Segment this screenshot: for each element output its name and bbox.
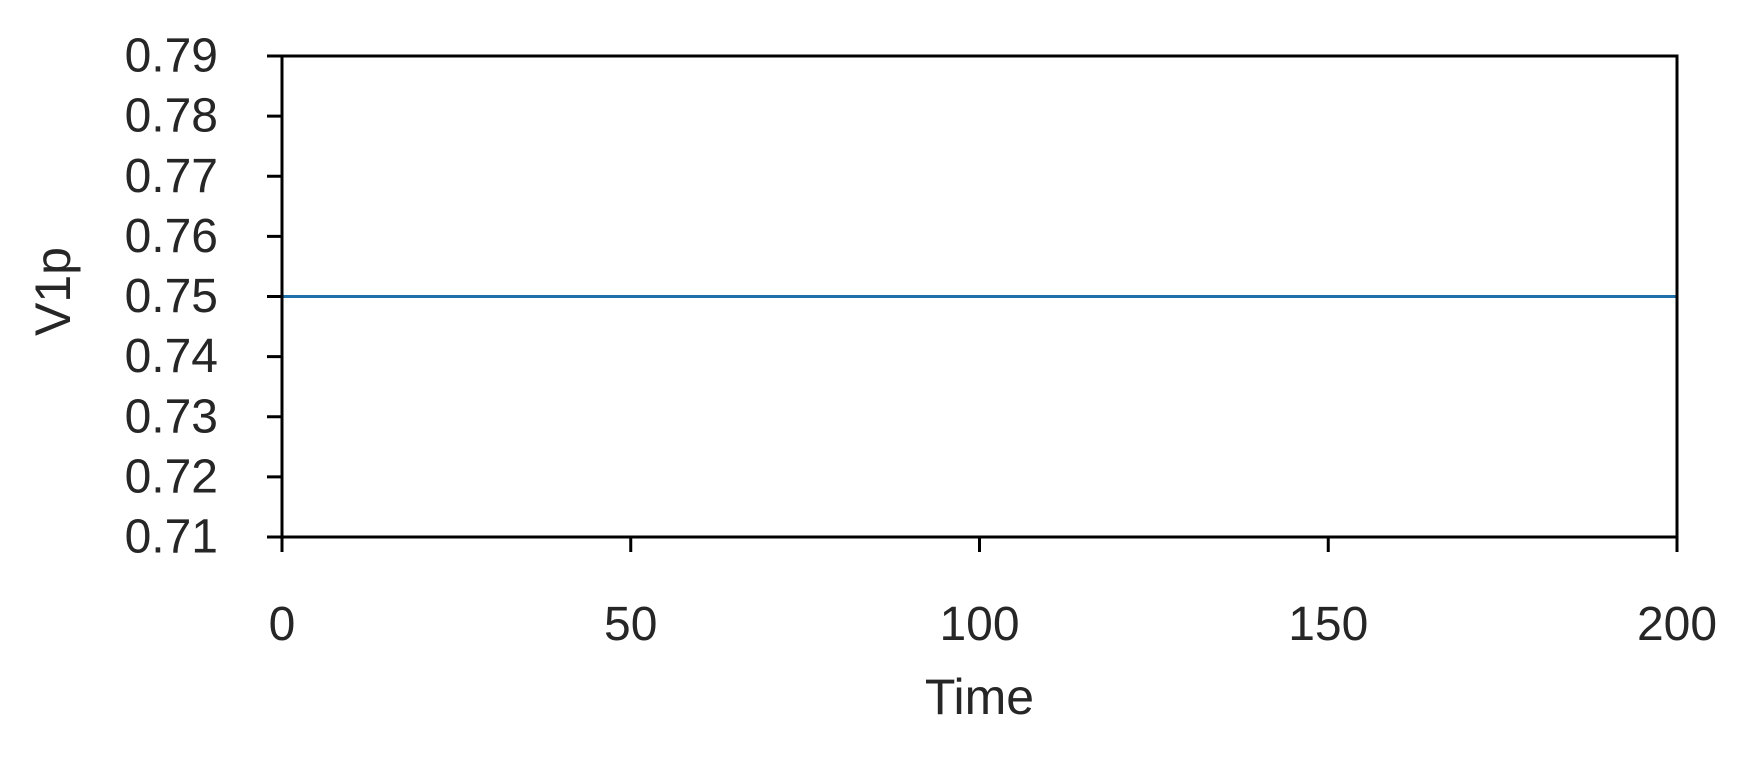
y-axis: 0.71 0.72 0.73 0.74 0.75 0.76 0.77 0.78 0.79 bbox=[125, 30, 282, 564]
x-tick-label: 0 bbox=[269, 598, 296, 651]
y-tick-label: 0.73 bbox=[125, 390, 218, 443]
y-tick-label: 0.75 bbox=[125, 270, 218, 323]
y-tick-label: 0.74 bbox=[125, 330, 218, 383]
y-tick-label: 0.71 bbox=[125, 511, 218, 564]
y-tick-label: 0.72 bbox=[125, 450, 218, 503]
x-tick-label: 50 bbox=[604, 598, 657, 651]
x-axis: 0 50 100 150 200 bbox=[269, 537, 1717, 651]
y-tick-label: 0.77 bbox=[125, 150, 218, 203]
x-axis-label: Time bbox=[925, 669, 1034, 725]
y-tick-label: 0.78 bbox=[125, 90, 218, 143]
x-tick-label: 200 bbox=[1637, 598, 1717, 651]
x-tick-label: 150 bbox=[1288, 598, 1368, 651]
y-tick-label: 0.76 bbox=[125, 210, 218, 263]
x-tick-label: 100 bbox=[939, 598, 1019, 651]
y-tick-label: 0.79 bbox=[125, 30, 218, 83]
y-axis-label: V1p bbox=[25, 247, 81, 336]
plot-frame bbox=[280, 54, 1679, 539]
